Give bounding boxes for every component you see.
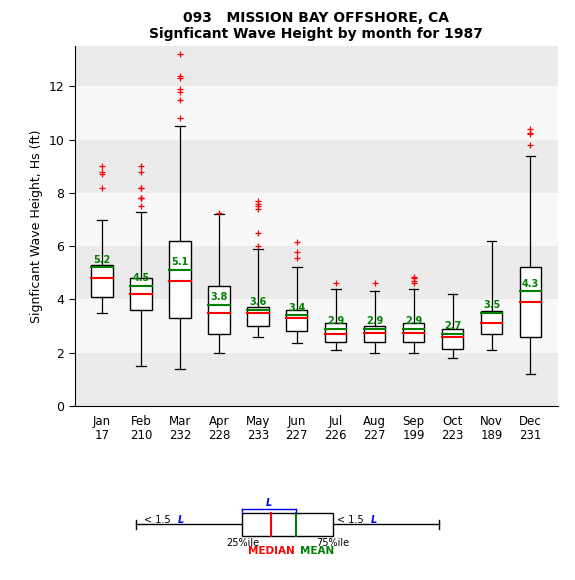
Bar [403, 324, 424, 342]
Bar [325, 324, 347, 342]
Text: Jun: Jun [288, 415, 306, 427]
Bar [91, 265, 113, 297]
Text: 227: 227 [363, 429, 386, 442]
Text: May: May [246, 415, 270, 427]
Bar [75, 353, 558, 406]
Bar [442, 329, 463, 349]
Bar [286, 310, 308, 331]
Y-axis label: Signficant Wave Height, Hs (ft): Signficant Wave Height, Hs (ft) [30, 129, 43, 323]
Text: 199: 199 [402, 429, 425, 442]
Text: 2.9: 2.9 [366, 316, 384, 326]
Text: MEAN: MEAN [300, 546, 335, 556]
Bar [169, 241, 191, 318]
Text: 227: 227 [286, 429, 308, 442]
Bar [481, 311, 502, 334]
Text: L: L [371, 516, 377, 525]
Bar [75, 246, 558, 299]
Text: Feb: Feb [131, 415, 151, 427]
Text: < 1.5: < 1.5 [144, 516, 174, 525]
Bar [520, 267, 541, 337]
Text: 3.4: 3.4 [288, 303, 305, 313]
Bar [364, 326, 385, 342]
Text: 17: 17 [94, 429, 109, 442]
Text: Mar: Mar [168, 415, 191, 427]
Bar [131, 278, 152, 310]
Text: 25%ile: 25%ile [226, 538, 259, 548]
Bar [243, 513, 332, 536]
Text: 5.1: 5.1 [171, 258, 189, 267]
Bar [75, 193, 558, 246]
Text: 228: 228 [208, 429, 230, 442]
Bar [75, 140, 558, 193]
Bar [247, 307, 269, 326]
Text: L: L [266, 498, 272, 508]
Text: Jan: Jan [93, 415, 111, 427]
Text: Jul: Jul [328, 415, 343, 427]
Title: 093   MISSION BAY OFFSHORE, CA
Signficant Wave Height by month for 1987: 093 MISSION BAY OFFSHORE, CA Signficant … [150, 11, 483, 41]
Text: 210: 210 [130, 429, 152, 442]
Text: 223: 223 [442, 429, 464, 442]
Text: 3.8: 3.8 [210, 292, 228, 302]
Text: Dec: Dec [519, 415, 542, 427]
Text: 2.9: 2.9 [327, 316, 344, 326]
Text: L: L [178, 516, 184, 525]
Text: 2.7: 2.7 [444, 321, 461, 331]
Text: 3.6: 3.6 [249, 298, 266, 307]
Text: 4.5: 4.5 [132, 273, 150, 284]
Text: 2.9: 2.9 [405, 316, 422, 326]
Text: 233: 233 [247, 429, 269, 442]
Text: 75%ile: 75%ile [316, 538, 349, 548]
Text: Aug: Aug [363, 415, 386, 427]
Text: Oct: Oct [442, 415, 463, 427]
Text: Apr: Apr [209, 415, 229, 427]
Text: 189: 189 [480, 429, 503, 442]
Text: 232: 232 [168, 429, 191, 442]
Text: 4.3: 4.3 [522, 279, 539, 289]
Bar [208, 286, 229, 334]
Text: Nov: Nov [480, 415, 503, 427]
Text: 5.2: 5.2 [93, 255, 110, 265]
Text: 231: 231 [519, 429, 542, 442]
Text: Sep: Sep [402, 415, 425, 427]
Bar [75, 86, 558, 140]
Text: 226: 226 [324, 429, 347, 442]
Text: 3.5: 3.5 [483, 300, 500, 310]
Text: < 1.5: < 1.5 [338, 516, 367, 525]
Bar [75, 299, 558, 353]
Text: MEDIAN: MEDIAN [248, 546, 295, 556]
Bar [75, 46, 558, 86]
